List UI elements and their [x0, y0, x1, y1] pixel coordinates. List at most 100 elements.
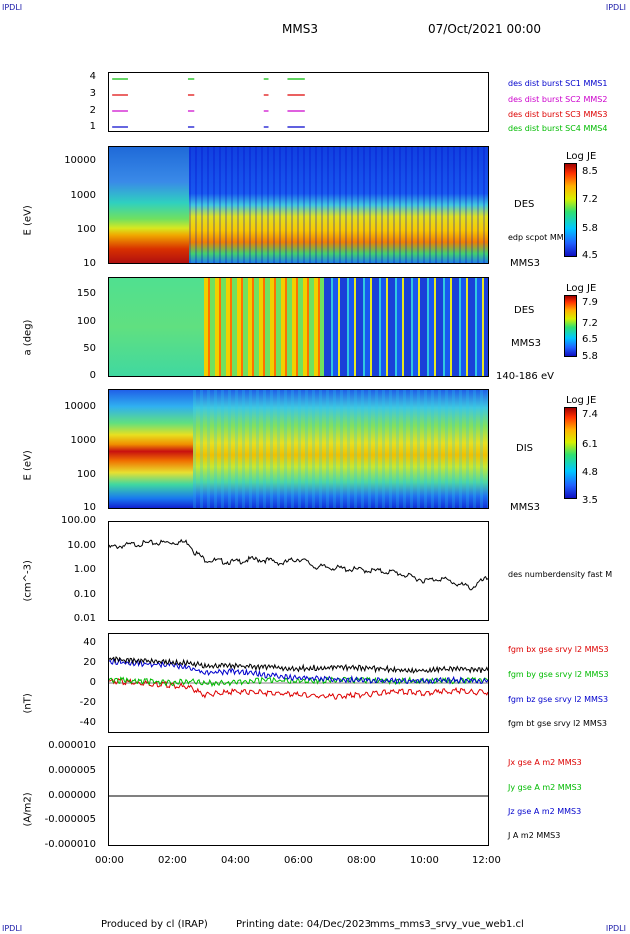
density-legend: des numberdensity fast M: [508, 570, 613, 579]
burst-plot: [112, 78, 305, 128]
current-y-label: (A/m2): [22, 792, 34, 827]
des-energy-instrument-label: DES: [514, 199, 535, 210]
current-legend-jz: Jz gse A m2 MMS3: [508, 807, 582, 816]
density-y-tick: 100.00: [61, 515, 96, 526]
des-pitch-energy-range: 140-186 eV: [496, 371, 554, 382]
dis-energy-instrument-label: DIS: [516, 443, 533, 454]
des-energy-panel: [108, 146, 489, 264]
des-energy-y-tick: 10000: [64, 155, 96, 166]
fgm-legend-by: fgm by gse srvy l2 MMS3: [508, 670, 609, 679]
dis-energy-colorbar-title: Log JE: [566, 395, 597, 406]
des-energy-colorbar-tick: 7.2: [582, 194, 598, 205]
des-pitch-panel: [108, 277, 489, 377]
dis-energy-panel: [108, 389, 489, 509]
fgm-plot: [109, 655, 488, 700]
fgm-legend-bx: fgm bx gse srvy l2 MMS3: [508, 645, 609, 654]
fgm-legend-bt: fgm bt gse srvy l2 MMS3: [508, 719, 607, 728]
des-energy-colorbar: [564, 163, 577, 257]
x-axis-tick: 06:00: [284, 855, 313, 866]
burst-legend-mms1: des dist burst SC1 MMS1: [508, 79, 608, 88]
des-energy-spectrogram-late: [189, 147, 488, 263]
des-energy-colorbar-tick: 8.5: [582, 166, 598, 177]
density-y-label: (cm^-3): [22, 560, 34, 602]
des-pitch-colorbar-tick: 6.5: [582, 334, 598, 345]
des-pitch-y-tick: 50: [83, 343, 96, 354]
fgm-y-tick: -20: [79, 697, 96, 708]
datetime-title: 07/Oct/2021 00:00: [428, 22, 542, 36]
density-y-tick: 0.01: [73, 613, 96, 624]
density-panel: [108, 521, 489, 621]
des-pitch-instrument-label: DES: [514, 305, 535, 316]
burst-legend-mms4: des dist burst SC4 MMS4: [508, 124, 608, 133]
current-y-tick: 0.000005: [48, 765, 96, 776]
dis-energy-y-tick: 100: [76, 469, 96, 480]
des-pitch-y-tick: 150: [76, 288, 96, 299]
des-energy-y-tick: 1000: [70, 190, 96, 201]
current-legend-jx: Jx gse A m2 MMS3: [508, 758, 582, 767]
corner-label-top-right: IPDLI: [605, 3, 626, 12]
x-axis-tick: 08:00: [347, 855, 376, 866]
dis-energy-sc-label: MMS3: [510, 502, 540, 513]
corner-label-top-left: IPDLI: [2, 3, 23, 12]
corner-label-bottom-right: IPDLI: [605, 924, 626, 933]
fgm-series-line: [109, 677, 488, 700]
current-legend-j: J A m2 MMS3: [508, 831, 561, 840]
des-pitch-spectrogram-late: [324, 278, 488, 376]
burst-legend-mms3: des dist burst SC3 MMS3: [508, 110, 608, 119]
density-y-tick: 0.10: [73, 589, 96, 600]
fgm-legend-bz: fgm bz gse srvy l2 MMS3: [508, 695, 609, 704]
corner-label-bottom-left: IPDLI: [2, 924, 23, 933]
des-pitch-sc-label: MMS3: [511, 338, 541, 349]
dis-energy-colorbar: [564, 407, 577, 499]
des-energy-y-tick: 10: [83, 258, 96, 269]
burst-y-tick: 3: [89, 88, 96, 99]
current-y-tick: 0.000000: [48, 790, 96, 801]
des-energy-scpot-label: edp scpot MMS3: [508, 233, 574, 242]
fgm-panel: [108, 633, 489, 733]
x-axis-tick: 12:00: [472, 855, 501, 866]
density-y-tick: 1.00: [73, 564, 96, 575]
des-pitch-y-label: a (deg): [22, 319, 34, 356]
density-y-tick: 10.00: [67, 540, 96, 551]
burst-panel: [108, 72, 489, 132]
des-pitch-colorbar-tick: 7.9: [582, 297, 598, 308]
current-y-tick: 0.000010: [48, 740, 96, 751]
footer-filename: mms_mms3_srvy_vue_web1.cl: [370, 919, 524, 930]
des-pitch-colorbar-tick: 7.2: [582, 318, 598, 329]
burst-y-tick: 1: [89, 121, 96, 132]
dis-energy-spectrogram-late: [193, 390, 488, 508]
dis-energy-colorbar-tick: 7.4: [582, 409, 598, 420]
des-energy-colorbar-tick: 5.8: [582, 223, 598, 234]
current-y-tick: -0.000010: [44, 839, 96, 850]
des-energy-sc-label: MMS3: [510, 258, 540, 269]
des-energy-y-tick: 100: [76, 224, 96, 235]
des-pitch-spectrogram-mid: [204, 278, 324, 376]
fgm-y-tick: 40: [83, 637, 96, 648]
footer-printing-date: Printing date: 04/Dec/2023: [236, 919, 372, 930]
current-legend-jy: Jy gse A m2 MMS3: [508, 783, 582, 792]
x-axis-tick: 10:00: [410, 855, 439, 866]
burst-y-tick: 2: [89, 105, 96, 116]
des-pitch-y-tick: 0: [89, 370, 96, 381]
burst-legend-mms2: des dist burst SC2 MMS2: [508, 95, 608, 104]
x-axis-tick: 02:00: [158, 855, 187, 866]
density-plot: [109, 538, 488, 591]
des-pitch-colorbar-title: Log JE: [566, 283, 597, 294]
des-pitch-y-tick: 100: [76, 316, 96, 327]
des-pitch-colorbar-tick: 5.8: [582, 351, 598, 362]
burst-y-tick: 4: [89, 71, 96, 82]
fgm-y-label: (nT): [22, 693, 34, 714]
des-energy-colorbar-title: Log JE: [566, 151, 597, 162]
dis-energy-y-label: E (eV): [22, 450, 34, 481]
current-y-tick: -0.000005: [44, 814, 96, 825]
spacecraft-title: MMS3: [282, 22, 318, 36]
des-energy-y-label: E (eV): [22, 205, 34, 236]
footer-produced: Produced by cl (IRAP): [101, 919, 208, 930]
dis-energy-y-tick: 1000: [70, 435, 96, 446]
dis-energy-y-tick: 10000: [64, 401, 96, 412]
fgm-series-line: [109, 655, 488, 674]
dis-energy-colorbar-tick: 4.8: [582, 467, 598, 478]
fgm-y-tick: -40: [79, 717, 96, 728]
fgm-y-tick: 0: [89, 677, 96, 688]
des-energy-colorbar-tick: 4.5: [582, 250, 598, 261]
